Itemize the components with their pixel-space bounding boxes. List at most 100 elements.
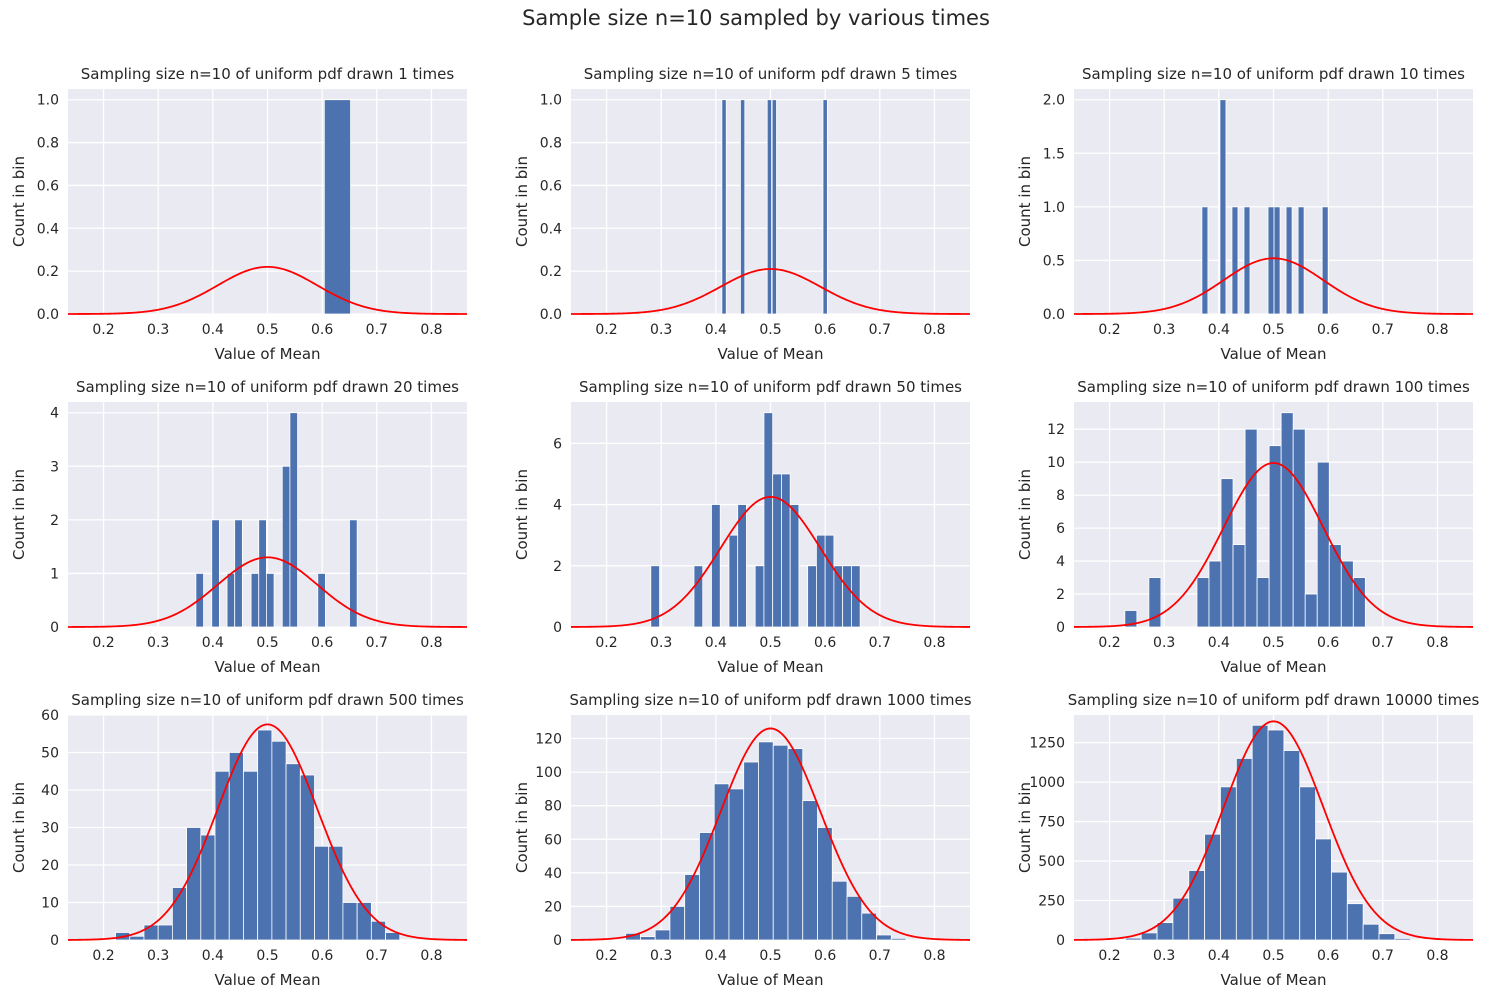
subplot-title: Sampling size n=10 of uniform pdf drawn … — [1082, 65, 1465, 83]
x-tick-label: 0.4 — [705, 322, 727, 338]
x-tick-label: 0.8 — [420, 322, 442, 338]
x-tick-label: 0.5 — [256, 948, 278, 964]
histogram-bar — [831, 880, 848, 941]
histogram-bar — [1251, 724, 1269, 941]
histogram-bar — [654, 929, 671, 941]
histogram-bar — [257, 729, 273, 941]
subplot-title: Sampling size n=10 of uniform pdf drawn … — [71, 691, 464, 709]
histogram-bar — [1148, 577, 1162, 628]
y-tick-label: 1000 — [1029, 775, 1065, 791]
x-tick-label: 0.4 — [1208, 635, 1230, 651]
x-tick-label: 0.2 — [595, 948, 617, 964]
y-tick-label: 6 — [553, 436, 562, 452]
x-tick-label: 0.4 — [1208, 322, 1230, 338]
y-tick-label: 1250 — [1029, 736, 1065, 752]
x-tick-label: 0.8 — [923, 322, 945, 338]
subplot-3: 0.2 0.3 0.4 0.5 0.6 0.7 0.8 0.0 0.5 1.0 1.5 2.0 Samp… — [1016, 65, 1473, 363]
histogram-bar — [693, 565, 704, 628]
histogram-bar — [328, 845, 344, 941]
histogram-bar — [766, 99, 772, 315]
y-tick-label: 4 — [50, 406, 59, 422]
histogram-bar — [699, 832, 715, 941]
subplot-8: 0.2 0.3 0.4 0.5 0.6 0.7 0.8 0 20 40 60 80 100 120 Samp… — [513, 691, 972, 989]
y-tick-label: 2 — [1056, 587, 1065, 603]
y-tick-label: 30 — [41, 821, 59, 837]
subplot-2: 0.2 0.3 0.4 0.5 0.6 0.7 0.8 0.0 0.2 0.4 0.6 0.8 1.0 S… — [513, 65, 970, 363]
histogram-bar — [822, 99, 828, 315]
x-tick-label: 0.6 — [311, 948, 333, 964]
histogram-bar — [1292, 428, 1306, 628]
histogram-bar — [1172, 897, 1190, 941]
histogram-bar — [243, 770, 259, 941]
x-tick-label: 0.2 — [92, 635, 114, 651]
histogram-bar — [1304, 593, 1318, 628]
x-tick-label: 0.3 — [1153, 635, 1175, 651]
histogram-bar — [711, 504, 721, 628]
histogram-bar — [743, 761, 759, 941]
histogram-bar — [1196, 577, 1210, 628]
histogram-bar — [1244, 428, 1258, 628]
y-tick-label: 1 — [50, 566, 59, 582]
subplot-5: 0.2 0.3 0.4 0.5 0.6 0.7 0.8 0 2 4 6 Sampling size n… — [513, 378, 971, 676]
x-tick-label: 0.6 — [1317, 948, 1339, 964]
x-tick-label: 0.3 — [147, 322, 169, 338]
x-tick-label: 0.7 — [366, 635, 388, 651]
y-tick-label: 0.0 — [37, 307, 59, 323]
x-tick-label: 0.3 — [650, 635, 672, 651]
y-tick-label: 8 — [1056, 488, 1065, 504]
histogram-bar — [640, 936, 656, 941]
normal-curve — [570, 727, 971, 941]
histogram-bar — [1256, 577, 1270, 628]
histogram-bar — [669, 906, 686, 941]
y-tick-label: 4 — [1056, 554, 1065, 570]
x-tick-label: 0.5 — [759, 948, 781, 964]
histogram-bar — [250, 573, 260, 628]
histogram-bar — [1273, 206, 1281, 315]
histogram-bar — [1297, 206, 1305, 315]
x-tick-label: 0.7 — [1372, 322, 1394, 338]
normal-curve — [67, 556, 468, 628]
x-tick-label: 0.5 — [256, 635, 278, 651]
histogram-bar — [754, 565, 765, 628]
y-tick-label: 40 — [41, 783, 59, 799]
y-tick-label: 3 — [50, 459, 59, 475]
y-axis-label: Count in bin — [10, 782, 28, 873]
y-tick-label: 2 — [50, 513, 59, 529]
x-tick-label: 0.2 — [595, 635, 617, 651]
y-tick-label: 2 — [553, 559, 562, 575]
histogram-bar — [1268, 445, 1282, 628]
y-tick-label: 0.4 — [37, 221, 59, 237]
histogram-bar — [186, 827, 202, 941]
x-tick-label: 0.5 — [1262, 948, 1284, 964]
x-tick-label: 0.8 — [420, 635, 442, 651]
y-tick-label: 100 — [535, 765, 562, 781]
x-tick-label: 0.7 — [869, 948, 891, 964]
x-tick-label: 0.6 — [814, 322, 836, 338]
histogram-bar — [271, 740, 287, 941]
histogram-bar — [317, 573, 326, 628]
normal-curve — [1074, 462, 1473, 628]
histogram-bar — [650, 565, 660, 628]
x-tick-label: 0.2 — [1098, 635, 1120, 651]
histogram-bar — [1316, 461, 1330, 628]
histogram-bar — [1267, 729, 1285, 941]
y-tick-label: 1.0 — [540, 93, 562, 109]
x-tick-label: 0.5 — [759, 635, 781, 651]
y-tick-label: 50 — [41, 746, 59, 762]
y-tick-label: 60 — [41, 708, 59, 724]
y-tick-label: 0 — [50, 933, 59, 949]
histogram-bar — [842, 565, 852, 628]
x-tick-label: 0.6 — [311, 322, 333, 338]
x-tick-label: 0.2 — [1098, 948, 1120, 964]
histogram-bar — [684, 874, 700, 941]
y-tick-label: 40 — [544, 866, 562, 882]
histogram-bar — [1219, 99, 1227, 315]
y-tick-label: 0 — [1056, 933, 1065, 949]
x-tick-label: 0.2 — [92, 322, 114, 338]
x-axis-label: Value of Mean — [717, 658, 823, 676]
histogram-bar — [1156, 922, 1174, 941]
x-axis-label: Value of Mean — [214, 971, 320, 989]
y-tick-label: 250 — [1038, 894, 1065, 910]
x-tick-label: 0.8 — [420, 948, 442, 964]
x-tick-label: 0.3 — [1153, 948, 1175, 964]
